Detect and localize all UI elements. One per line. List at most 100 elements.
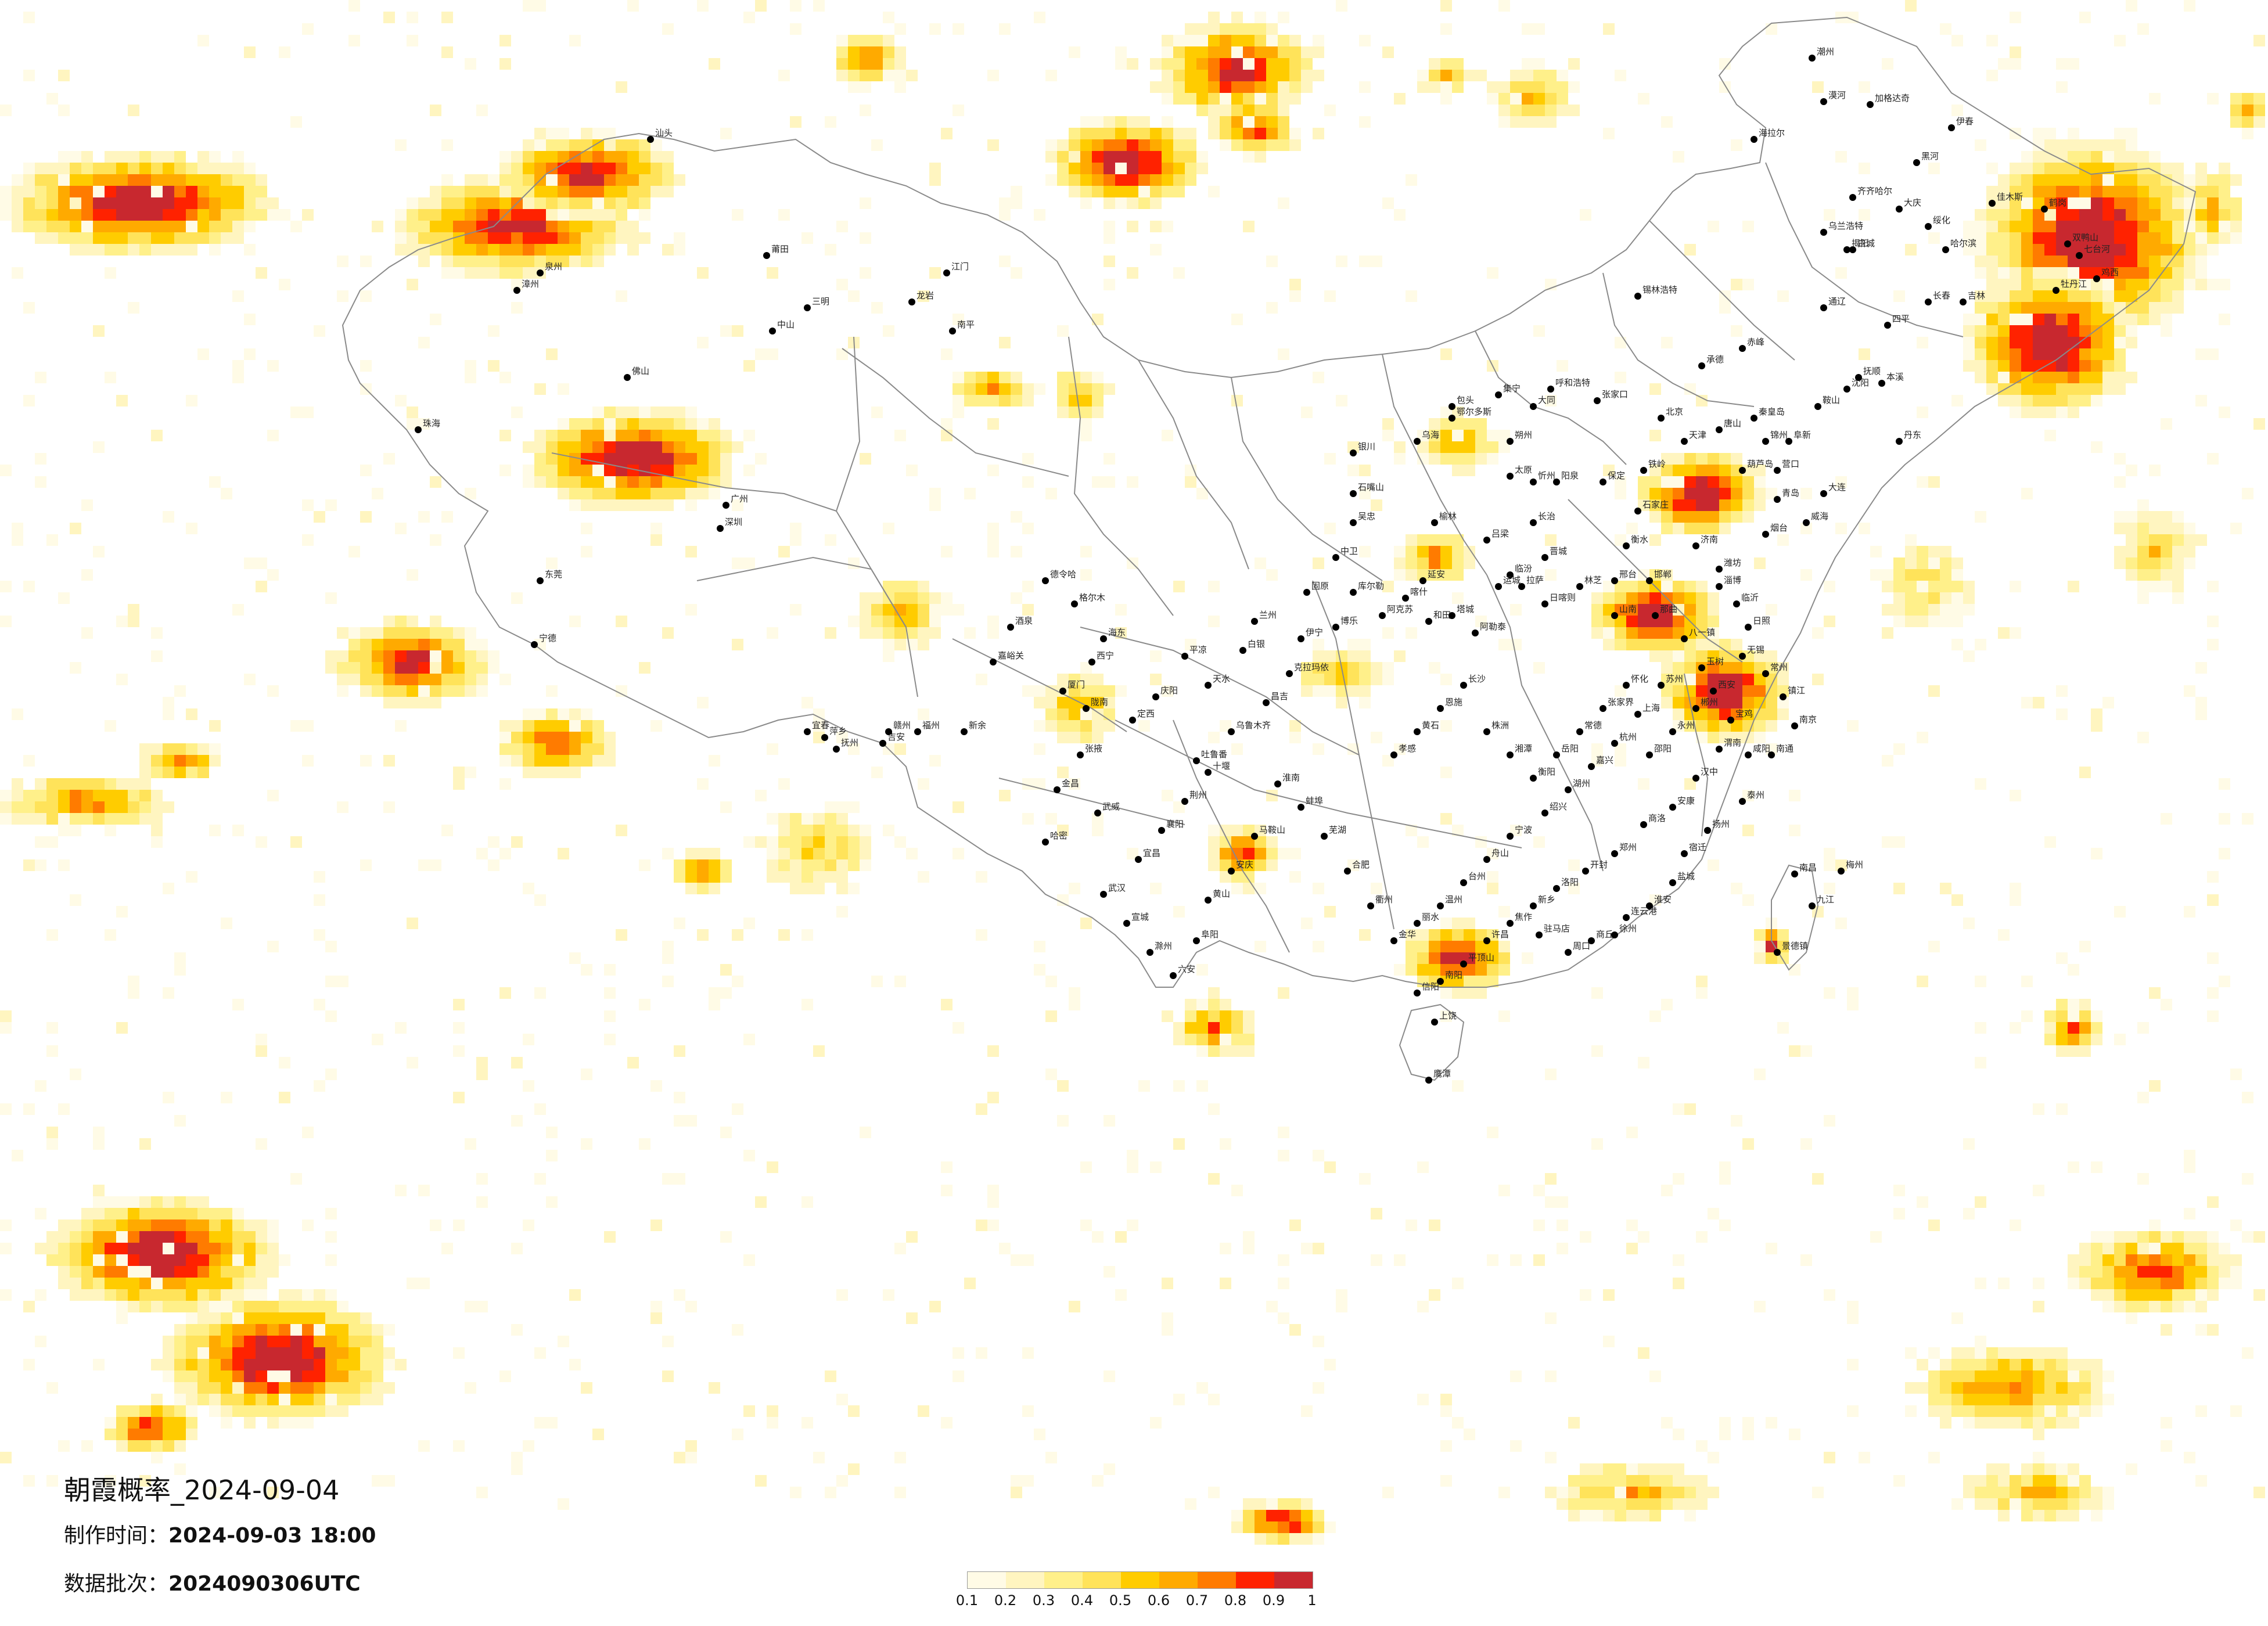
city-dot (1042, 839, 1049, 846)
city-dot (1431, 1019, 1438, 1026)
city-dot (1425, 618, 1432, 625)
city-dot (804, 304, 811, 311)
city-dot (961, 728, 968, 735)
city-label: 徐州 (1619, 923, 1637, 934)
city-label: 宣城 (1131, 912, 1149, 922)
city-dot (1054, 786, 1061, 793)
city-label: 邵阳 (1654, 743, 1672, 754)
city-dot (1745, 624, 1752, 631)
city-label: 邯郸 (1654, 569, 1672, 580)
city-label: 海东 (1108, 627, 1126, 638)
city-dot (1350, 490, 1357, 497)
city-label: 锡林浩特 (1642, 285, 1677, 295)
city-label: 开封 (1590, 859, 1608, 870)
city-dot (2053, 287, 2059, 294)
city-label: 渭南 (1724, 738, 1741, 748)
city-label: 佛山 (632, 366, 649, 376)
city-dot (647, 136, 654, 143)
city-dot (1989, 200, 1996, 207)
city-dot (1640, 821, 1647, 828)
legend-swatch (1044, 1572, 1083, 1588)
city-dot (908, 298, 915, 305)
city-dot (1692, 542, 1699, 549)
legend-tick-label: 0.5 (1109, 1592, 1132, 1609)
city-label: 郑州 (1619, 842, 1637, 852)
city-dot (1960, 298, 1967, 305)
city-label: 湘潭 (1515, 743, 1532, 754)
city-label: 哈密 (1050, 830, 1067, 841)
legend-tick-label: 0.2 (994, 1592, 1017, 1609)
city-dot (1205, 769, 1212, 776)
city-label: 南京 (1799, 714, 1817, 725)
city-label: 白城 (1857, 238, 1875, 249)
city-dot (1425, 1077, 1432, 1084)
city-label: 襄阳 (1166, 819, 1184, 829)
city-dot (1896, 206, 1903, 213)
city-label: 本溪 (1886, 372, 1904, 382)
city-label: 绍兴 (1550, 801, 1567, 812)
city-label: 鹰潭 (1433, 1069, 1451, 1079)
city-dot (1344, 868, 1351, 875)
city-label: 金华 (1399, 929, 1416, 940)
city-dot (949, 328, 956, 334)
city-dot (1843, 246, 1850, 253)
city-dot (1483, 728, 1490, 735)
city-label: 锦州 (1770, 430, 1788, 440)
city-label: 中山 (777, 319, 795, 330)
city-label: 淮安 (1654, 894, 1672, 905)
city-label: 大连 (1828, 482, 1846, 492)
legend-tick-label: 0.3 (1032, 1592, 1055, 1609)
city-label: 保定 (1608, 470, 1625, 481)
city-dot (1507, 751, 1514, 758)
city-dot (804, 728, 811, 735)
city-dot (1146, 949, 1153, 956)
city-dot (1611, 577, 1618, 584)
city-label: 黄山 (1213, 888, 1230, 899)
city-label: 喀什 (1410, 587, 1428, 597)
city-dot (1669, 879, 1676, 886)
city-label: 汕头 (655, 128, 673, 138)
city-dot (914, 728, 921, 735)
city-label: 济南 (1701, 534, 1718, 545)
city-label: 杭州 (1619, 732, 1637, 742)
city-label: 连云港 (1631, 906, 1657, 916)
city-dot (1321, 833, 1328, 840)
city-dot (1507, 571, 1514, 578)
city-label: 包头 (1457, 395, 1474, 405)
city-dot (1536, 931, 1543, 938)
city-dot (1286, 670, 1293, 677)
city-dot (531, 641, 538, 648)
city-label: 酒泉 (1015, 616, 1033, 626)
city-label: 格尔木 (1079, 592, 1105, 603)
city-dot (1193, 937, 1200, 944)
city-dot (1611, 931, 1618, 938)
city-label: 衢州 (1375, 894, 1393, 905)
city-label: 株洲 (1491, 720, 1509, 731)
city-label: 拉萨 (1526, 575, 1544, 585)
city-dot (1251, 833, 1258, 840)
city-dot (1414, 920, 1421, 927)
city-label: 齐齐哈尔 (1857, 186, 1892, 196)
city-dot (1448, 415, 1455, 422)
city-dot (1553, 751, 1560, 758)
city-dot (1205, 897, 1212, 904)
city-dot (1646, 577, 1653, 584)
city-label: 广州 (731, 494, 748, 504)
legend-color-bar (967, 1571, 1313, 1589)
city-label: 泉州 (545, 261, 562, 272)
city-dot (1565, 949, 1572, 956)
city-dot (1762, 531, 1769, 538)
city-label: 博乐 (1340, 616, 1358, 626)
city-label: 乌海 (1422, 430, 1439, 440)
city-label: 林芝 (1584, 575, 1602, 585)
city-label: 宿迁 (1689, 842, 1706, 852)
taiwan-outline (1771, 864, 1819, 971)
city-label: 长春 (1933, 290, 1950, 301)
city-dot (1530, 403, 1537, 410)
city-label: 昌吉 (1271, 691, 1288, 702)
city-label: 日喀则 (1550, 592, 1576, 603)
city-dot (1460, 879, 1467, 886)
city-label: 宝鸡 (1735, 708, 1753, 719)
city-label: 信阳 (1422, 981, 1439, 992)
